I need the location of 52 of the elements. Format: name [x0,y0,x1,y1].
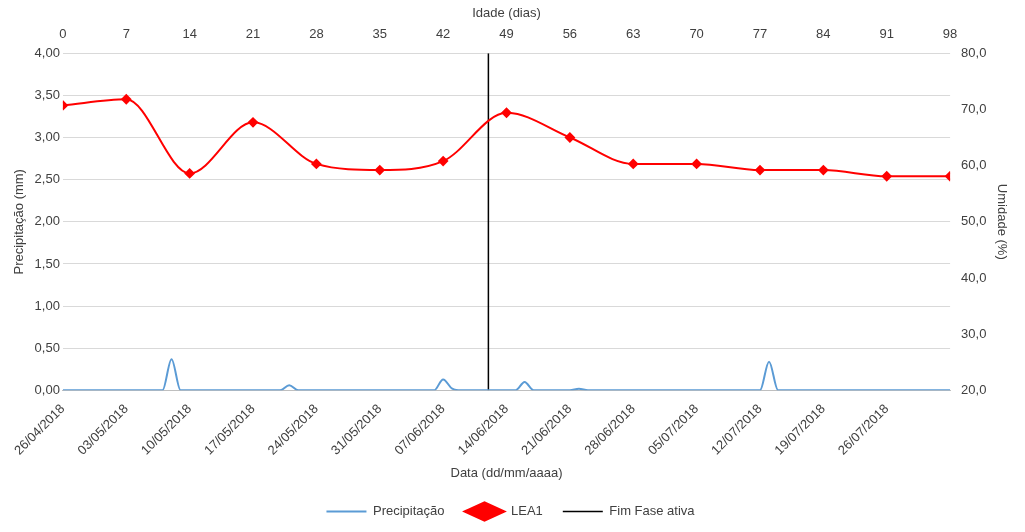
y-axis-title: Precipitação (mm) [11,169,27,275]
point [184,168,195,179]
x-axis-title: Data (dd/mm/aaaa) [450,464,563,480]
legend-label: LEA1 [511,503,543,519]
point [501,107,512,118]
point [374,165,385,176]
x2-tick-label: 21 [245,25,261,41]
point [818,165,829,176]
x2-tick-label: 63 [626,25,641,41]
point [438,156,449,167]
y2-tick-label: 40,0 [961,269,987,285]
point [628,158,639,169]
x2-tick-label: 56 [562,25,578,41]
x2-tick-label: 0 [59,25,67,41]
point [121,94,132,105]
point [248,117,259,128]
point [564,132,575,143]
x2-tick-label: 42 [435,25,451,41]
line-series [62,358,951,391]
y-tick-label: 2,50 [34,171,60,187]
legend-label: Fim Fase ativa [609,503,696,519]
x2-tick-label: 98 [942,25,958,41]
x2-tick-label: 77 [752,25,768,41]
y2-tick-label: 80,0 [961,44,987,60]
y-tick-label: 0,00 [34,381,60,397]
y-tick-label: 4,00 [34,44,60,60]
x2-axis-title: Idade (dias) [472,5,541,21]
y2-tick-label: 50,0 [961,213,987,229]
y2-tick-label: 70,0 [961,100,987,116]
point [881,171,892,182]
y-tick-label: 0,50 [34,339,60,355]
point [311,158,322,169]
y-tick-label: 3,50 [34,86,60,102]
y-tick-label: 2,00 [34,213,60,229]
x2-tick-label: 7 [122,25,130,41]
point [691,158,702,169]
x2-tick-label: 49 [499,25,514,41]
x2-tick-label: 91 [879,25,894,41]
point [754,165,765,176]
y2-tick-label: 20,0 [961,381,987,397]
y-tick-label: 1,50 [34,255,60,271]
x2-tick-label: 14 [182,25,197,41]
legend-label: Precipitação [372,503,445,519]
y-tick-label: 3,00 [34,129,60,145]
y2-axis-title: Umidade (%) [994,183,1010,260]
y-tick-label: 1,00 [34,297,60,313]
x2-tick-label: 35 [372,25,387,41]
x2-tick-label: 84 [816,25,831,41]
y2-tick-label: 60,0 [961,157,987,173]
y2-tick-label: 30,0 [961,325,987,341]
x2-tick-label: 70 [689,25,704,41]
x2-tick-label: 28 [309,25,324,41]
